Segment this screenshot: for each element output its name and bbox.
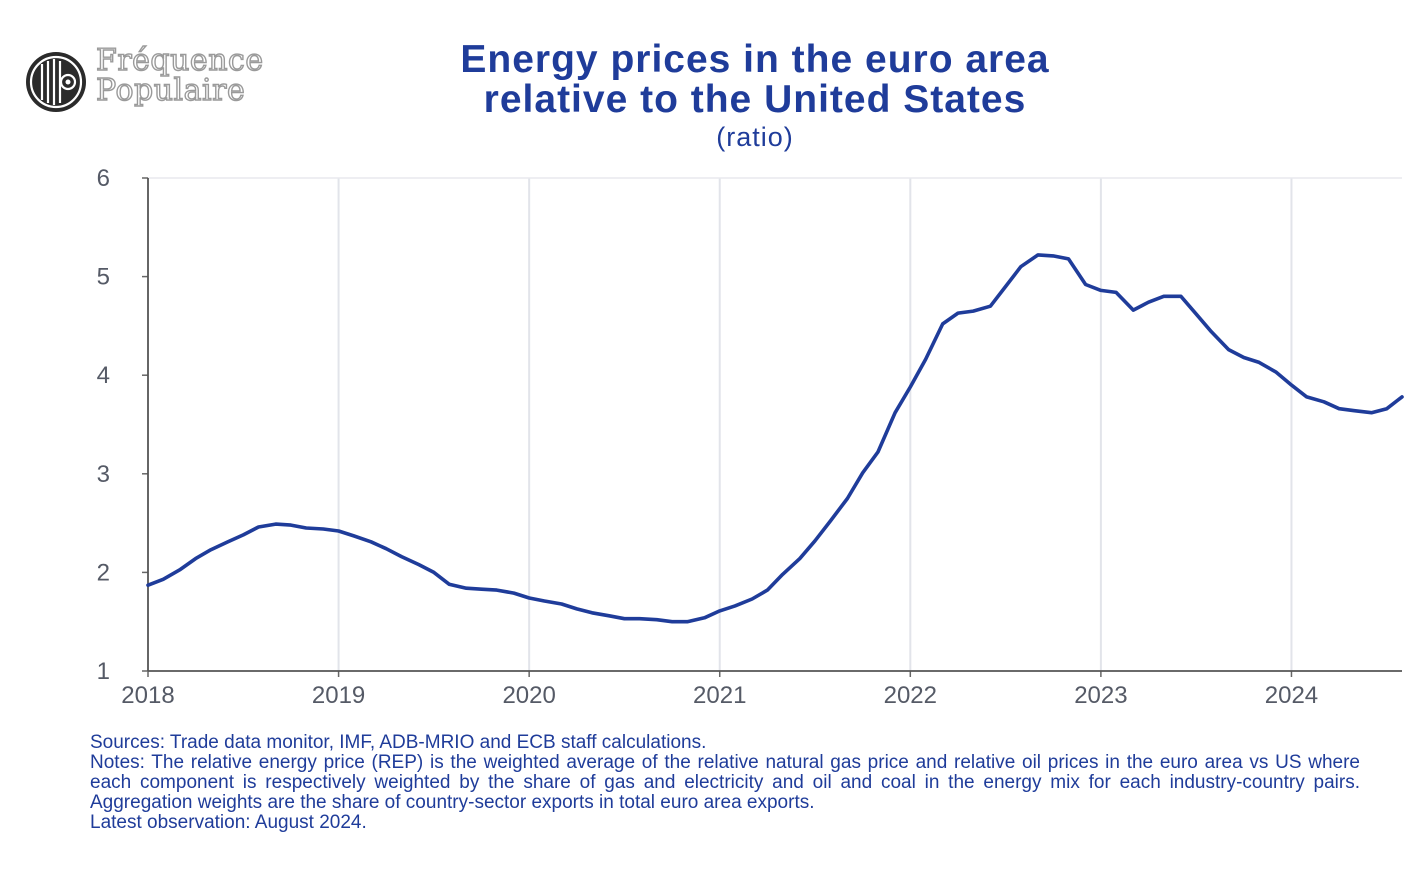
y-tick-label-6: 6 [97, 165, 110, 192]
notes-text: Notes: The relative energy price (REP) i… [90, 752, 1360, 813]
sources-note: Sources: Trade data monitor, IMF, ADB-MR… [90, 732, 707, 753]
x-tick-label-2021: 2021 [693, 682, 746, 709]
chart-title-line1: Energy prices in the euro area [460, 38, 1050, 81]
y-tick-label-5: 5 [97, 264, 110, 291]
chart-title-line2: relative to the United States [483, 78, 1027, 121]
chart-title: Energy prices in the euro area relative … [270, 40, 1240, 120]
tick-labels: 2018 2019 2020 2021 2022 2023 2024 1 2 3 4 5 6 [97, 165, 1319, 709]
chart-grid [148, 177, 1402, 671]
chart-axes [142, 177, 1402, 677]
x-tick-label-2024: 2024 [1265, 682, 1318, 709]
chart-notes: Sources: Trade data monitor, IMF, ADB-MR… [90, 733, 1360, 833]
latest-observation-note: Latest observation: August 2024. [90, 812, 367, 833]
x-tick-label-2020: 2020 [502, 682, 555, 709]
y-tick-label-2: 2 [97, 559, 110, 586]
y-tick-label-1: 1 [97, 658, 110, 685]
series-line-0 [146, 253, 1404, 624]
x-tick-label-2018: 2018 [121, 682, 174, 709]
brand-logo-line2: Populaire [95, 73, 246, 108]
x-tick-label-2023: 2023 [1074, 682, 1127, 709]
series-layer [146, 253, 1404, 624]
y-tick-label-4: 4 [97, 362, 110, 389]
concentric-disc-logo-icon [26, 52, 86, 112]
y-tick-label-3: 3 [97, 461, 110, 488]
chart-subtitle: (ratio) [716, 122, 794, 152]
x-tick-label-2022: 2022 [884, 682, 937, 709]
brand-logo-line1: Fréquence [95, 43, 264, 78]
x-tick-label-2019: 2019 [312, 682, 365, 709]
brand-logo-text: Fréquence Populaire [95, 43, 264, 108]
line-chart: 2018 2019 2020 2021 2022 2023 2024 1 2 3 4 5 6 [97, 165, 1404, 709]
brand-logo: Fréquence Populaire [24, 43, 264, 122]
